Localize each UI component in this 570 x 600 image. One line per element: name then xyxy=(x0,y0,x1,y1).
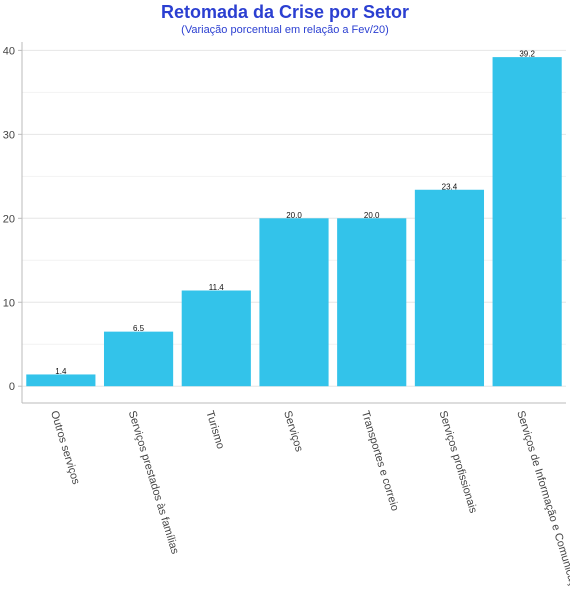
data-label: 6.5 xyxy=(133,324,145,333)
bar xyxy=(492,57,562,387)
y-tick-label: 0 xyxy=(9,381,15,393)
x-tick-label: Serviços prestados às famílias xyxy=(126,409,181,556)
bar xyxy=(26,374,96,387)
x-tick-labels: Outros serviços Serviços prestados às fam… xyxy=(48,409,570,599)
data-label: 39.2 xyxy=(519,50,535,59)
chart-subtitle: (Variação porcentual em relação a Fev/20… xyxy=(181,24,389,36)
data-label: 20.0 xyxy=(286,211,302,220)
chart-title: Retomada da Crise por Setor xyxy=(160,2,410,22)
axes xyxy=(18,42,566,404)
x-tick-label: Outros serviços xyxy=(48,409,82,486)
data-label: 20.0 xyxy=(364,211,380,220)
data-label: 1.4 xyxy=(55,367,67,376)
bar xyxy=(103,331,174,387)
x-tick-label: Serviços profissionais xyxy=(437,409,480,515)
data-label: 23.4 xyxy=(442,182,458,191)
bar xyxy=(337,218,407,387)
bars xyxy=(26,57,562,387)
y-tick-label: 20 xyxy=(3,213,15,225)
x-tick-label: Serviços xyxy=(281,409,305,453)
x-tick-label: Serviços de Informação e Comunicação xyxy=(514,409,570,599)
data-labels: 1.4 6.5 11.4 20.0 20.0 23.4 39.2 xyxy=(55,50,535,376)
y-tick-label: 10 xyxy=(3,297,15,309)
y-tick-labels: 0 10 20 30 40 xyxy=(3,45,15,393)
y-tick-label: 30 xyxy=(3,129,15,141)
x-tick-label: Turismo xyxy=(203,409,226,450)
bar xyxy=(259,218,329,387)
x-tick-label: Transportes e correio xyxy=(359,409,401,512)
y-tick-label: 40 xyxy=(3,45,15,57)
data-label: 11.4 xyxy=(209,283,225,292)
bar xyxy=(181,290,251,387)
bar xyxy=(414,189,485,387)
